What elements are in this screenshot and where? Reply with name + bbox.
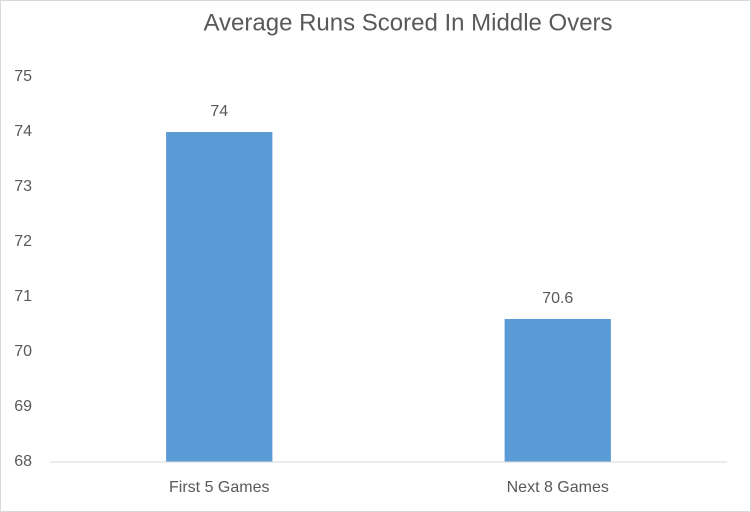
y-tick-label: 69: [14, 398, 32, 415]
data-label: 74: [210, 103, 228, 120]
x-tick-label: Next 8 Games: [507, 479, 609, 496]
y-tick-label: 74: [14, 123, 32, 140]
bar: [166, 132, 273, 462]
chart-title: Average Runs Scored In Middle Overs: [203, 9, 612, 36]
data-label: 70.6: [542, 290, 573, 307]
y-tick-label: 72: [14, 233, 32, 250]
y-tick-label: 71: [14, 288, 32, 305]
y-tick-label: 73: [14, 178, 32, 195]
x-tick-label: First 5 Games: [169, 479, 269, 496]
y-tick-label: 68: [14, 453, 32, 470]
bar: [504, 319, 611, 462]
y-tick-label: 75: [14, 68, 32, 85]
y-tick-label: 70: [14, 343, 32, 360]
